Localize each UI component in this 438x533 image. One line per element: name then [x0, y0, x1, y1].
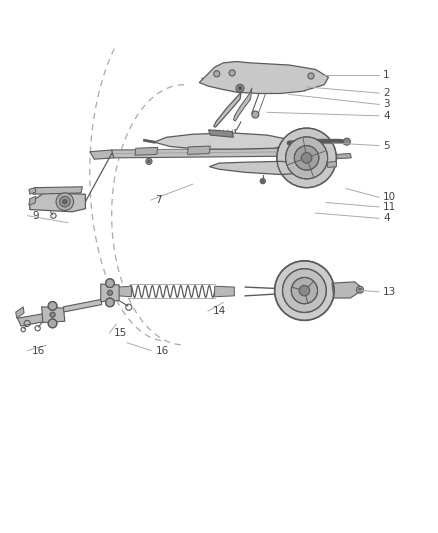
Text: 16: 16: [32, 345, 45, 356]
Circle shape: [106, 298, 114, 307]
Text: 2: 2: [383, 88, 390, 98]
Text: 11: 11: [383, 202, 396, 212]
Polygon shape: [42, 307, 65, 322]
Circle shape: [277, 128, 336, 188]
Circle shape: [283, 269, 326, 312]
Circle shape: [48, 319, 57, 328]
Circle shape: [60, 197, 70, 207]
Circle shape: [229, 70, 235, 76]
Circle shape: [286, 137, 328, 179]
Text: 16: 16: [155, 345, 169, 356]
Polygon shape: [112, 148, 294, 158]
Polygon shape: [33, 187, 82, 194]
Polygon shape: [29, 188, 36, 194]
Polygon shape: [214, 87, 242, 127]
Circle shape: [148, 160, 150, 163]
Circle shape: [56, 193, 74, 211]
Text: 10: 10: [383, 192, 396, 203]
Polygon shape: [332, 282, 360, 298]
Polygon shape: [18, 314, 44, 326]
Circle shape: [63, 199, 67, 204]
Polygon shape: [233, 88, 252, 121]
Polygon shape: [64, 300, 102, 312]
Text: 4: 4: [383, 111, 390, 121]
Circle shape: [236, 84, 244, 92]
Text: 4: 4: [383, 213, 390, 223]
Circle shape: [275, 261, 334, 320]
Text: 3: 3: [383, 100, 390, 109]
Circle shape: [107, 290, 113, 295]
Circle shape: [50, 312, 55, 317]
Circle shape: [343, 138, 350, 145]
Circle shape: [359, 288, 361, 291]
Polygon shape: [187, 146, 210, 155]
Polygon shape: [208, 130, 233, 138]
Polygon shape: [90, 150, 114, 159]
Circle shape: [299, 285, 310, 296]
Text: 5: 5: [383, 141, 390, 151]
Polygon shape: [16, 307, 24, 318]
Polygon shape: [154, 133, 293, 149]
Circle shape: [48, 302, 57, 310]
Polygon shape: [30, 193, 85, 212]
Circle shape: [294, 146, 319, 170]
Text: 14: 14: [212, 306, 226, 316]
Polygon shape: [135, 147, 158, 155]
Circle shape: [260, 179, 265, 184]
Circle shape: [291, 278, 318, 304]
Polygon shape: [118, 286, 131, 297]
Circle shape: [214, 71, 220, 77]
Polygon shape: [215, 286, 234, 297]
Text: 13: 13: [383, 287, 396, 297]
Polygon shape: [328, 161, 336, 167]
Polygon shape: [336, 154, 351, 159]
Circle shape: [261, 180, 264, 182]
Text: 15: 15: [114, 328, 127, 338]
Circle shape: [252, 111, 259, 118]
Polygon shape: [101, 284, 119, 302]
Polygon shape: [199, 61, 328, 93]
Circle shape: [146, 158, 152, 165]
Text: 1: 1: [383, 70, 390, 79]
Circle shape: [238, 86, 242, 90]
Text: 9: 9: [32, 211, 39, 221]
Text: 7: 7: [155, 195, 162, 205]
Polygon shape: [209, 161, 324, 174]
Circle shape: [301, 152, 312, 163]
Circle shape: [106, 279, 114, 287]
Circle shape: [308, 73, 314, 79]
Polygon shape: [29, 197, 36, 205]
Circle shape: [357, 286, 364, 293]
